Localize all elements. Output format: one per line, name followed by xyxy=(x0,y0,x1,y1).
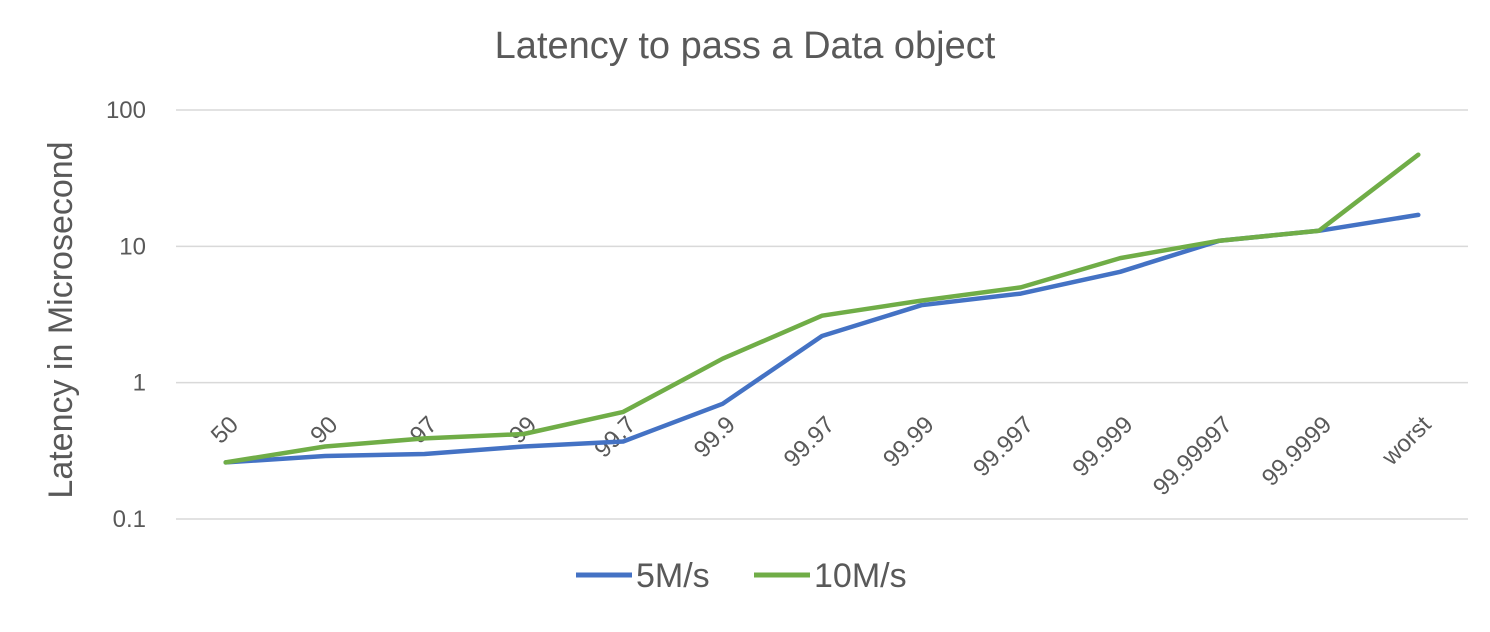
x-category-label: 99.99997 xyxy=(1148,411,1238,501)
x-category-label: 99.997 xyxy=(968,411,1039,482)
x-category-label: worst xyxy=(1376,411,1437,472)
y-tick-label: 1 xyxy=(133,370,146,397)
y-tick-label: 10 xyxy=(119,233,146,260)
x-category-label: 99.9 xyxy=(689,411,741,463)
x-category-label: 99.999 xyxy=(1067,411,1138,482)
y-tick-label: 100 xyxy=(106,97,146,124)
y-tick-label: 0.1 xyxy=(113,506,146,533)
x-category-label: 99.9999 xyxy=(1257,411,1337,491)
legend-label: 10M/s xyxy=(814,557,907,595)
x-category-label: 97 xyxy=(405,411,443,449)
chart-title: Latency to pass a Data object xyxy=(495,25,996,67)
legend: 5M/s 10M/s xyxy=(576,557,907,595)
x-category-label: 99.97 xyxy=(779,411,841,473)
legend-label: 5M/s xyxy=(636,557,710,595)
y-axis-title: Latency in Microsecond xyxy=(42,141,80,498)
x-category-label: 99.99 xyxy=(878,411,940,473)
x-category-label: 50 xyxy=(206,411,244,449)
y-tick-labels: 0.1 1 10 100 xyxy=(106,97,146,533)
